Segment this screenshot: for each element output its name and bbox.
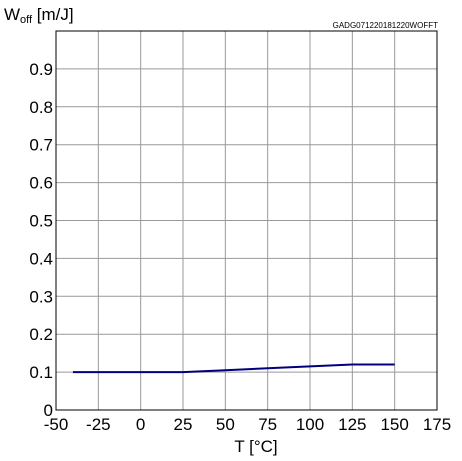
x-tick-labels: -50 -25 0 25 50 75 100 125 150 175 [44,415,451,434]
x-tick-label-3: 25 [174,415,193,434]
series-layer [72,363,395,374]
y-tick-label-4: 0.4 [29,249,53,268]
y-axis-title: Woff [m/J] [4,5,74,26]
x-tick-label-1: -25 [86,415,111,434]
series-line-0 [72,363,395,374]
y-tick-label-1: 0.1 [29,363,53,382]
y-tick-label-6: 0.6 [29,174,53,193]
x-tick-label-4: 50 [216,415,235,434]
y-tick-label-5: 0.5 [29,212,53,231]
y-tick-label-3: 0.3 [29,287,53,306]
y-tick-label-0: 0 [44,401,53,420]
x-tick-label-9: 175 [423,415,451,434]
x-tick-label-5: 75 [258,415,277,434]
x-axis-title: T [°C] [234,437,277,456]
x-tick-label-2: 0 [136,415,145,434]
plot-frame [55,30,438,411]
y-tick-label-7: 0.7 [29,136,53,155]
chart-code-label: GADG071220181220WOFFT [333,21,438,30]
y-tick-label-9: 0.9 [29,60,53,79]
y-tick-labels: 0 0.1 0.2 0.3 0.4 0.5 0.6 0.7 0.8 0.9 [29,60,53,420]
y-tick-label-8: 0.8 [29,98,53,117]
x-tick-label-0: -50 [44,415,69,434]
x-tick-label-6: 100 [296,415,324,434]
y-tick-label-2: 0.2 [29,325,53,344]
x-tick-label-8: 150 [380,415,408,434]
x-tick-label-7: 125 [338,415,366,434]
